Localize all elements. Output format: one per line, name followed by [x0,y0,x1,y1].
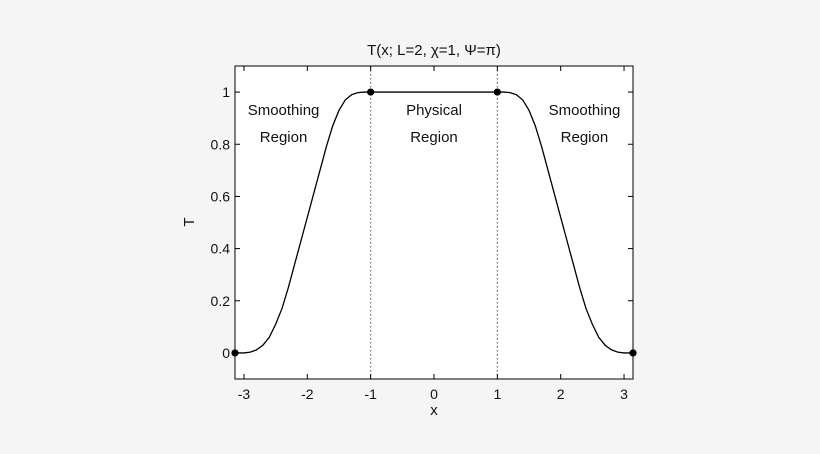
y-tick-label: 0.8 [211,136,231,152]
y-axis-label: T [181,217,198,226]
region-annotation-line2: Region [561,129,609,146]
region-annotation-line1: Physical [406,102,462,119]
chart-title: T(x; L=2, χ=1, Ψ=π) [367,42,501,59]
marker-point-3 [493,88,501,96]
plot-area-background [235,66,633,379]
region-annotations: Smoothing Region Physical Region Smoothing Re… [248,102,621,146]
x-tick-label: 2 [557,386,565,402]
region-annotation-line1: Smoothing [549,102,621,119]
x-axis-label: x [430,402,438,419]
region-annotation-line1: Smoothing [248,102,320,119]
y-tick-label: 0.6 [211,188,231,204]
region-annotation-line2: Region [260,129,308,146]
x-tick-label: 1 [493,386,501,402]
y-tick-label: 0.2 [211,293,231,309]
x-tick-label: 0 [430,386,438,402]
y-tick-label: 0.4 [211,241,231,257]
x-tick-label: 3 [620,386,628,402]
region-annotation-line2: Region [410,129,458,146]
y-tick-label: 1 [222,84,230,100]
region-divider-lines [370,66,498,379]
t-function-curve [235,91,633,354]
y-axis-ticks: 0 0.2 0.4 0.6 0.8 1 [211,84,633,361]
x-axis-ticks: -3 -2 -1 0 1 2 3 [238,66,628,402]
x-tick-label: -1 [364,386,377,402]
y-tick-label: 0 [222,345,230,361]
x-tick-label: -2 [301,386,314,402]
marker-point-2 [367,88,375,96]
x-tick-label: -3 [238,386,251,402]
